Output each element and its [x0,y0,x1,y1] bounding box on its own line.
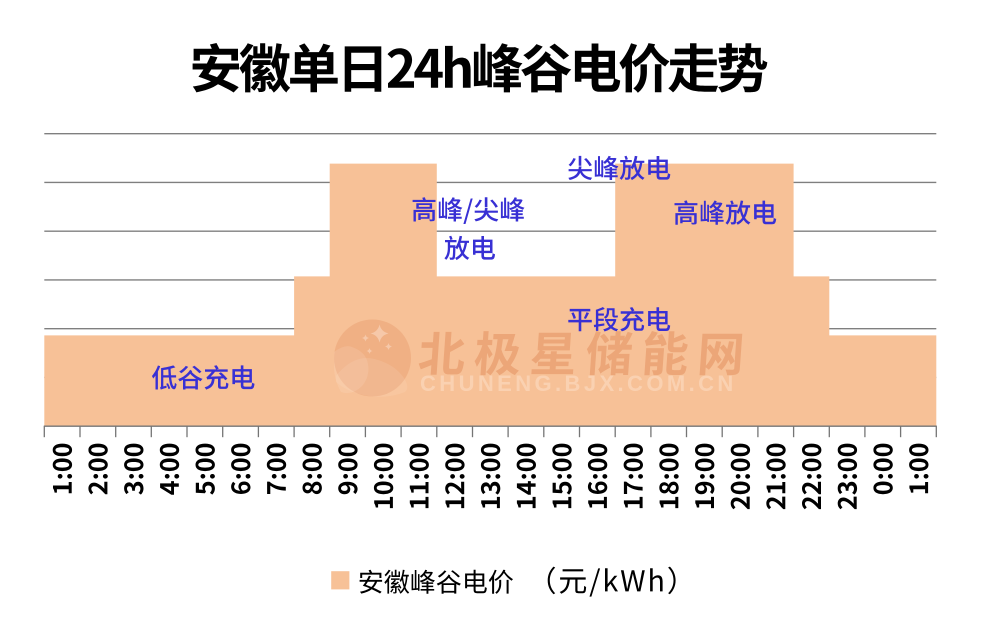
svg-text:CHUNENG.BJX.COM.CN: CHUNENG.BJX.COM.CN [420,371,737,396]
